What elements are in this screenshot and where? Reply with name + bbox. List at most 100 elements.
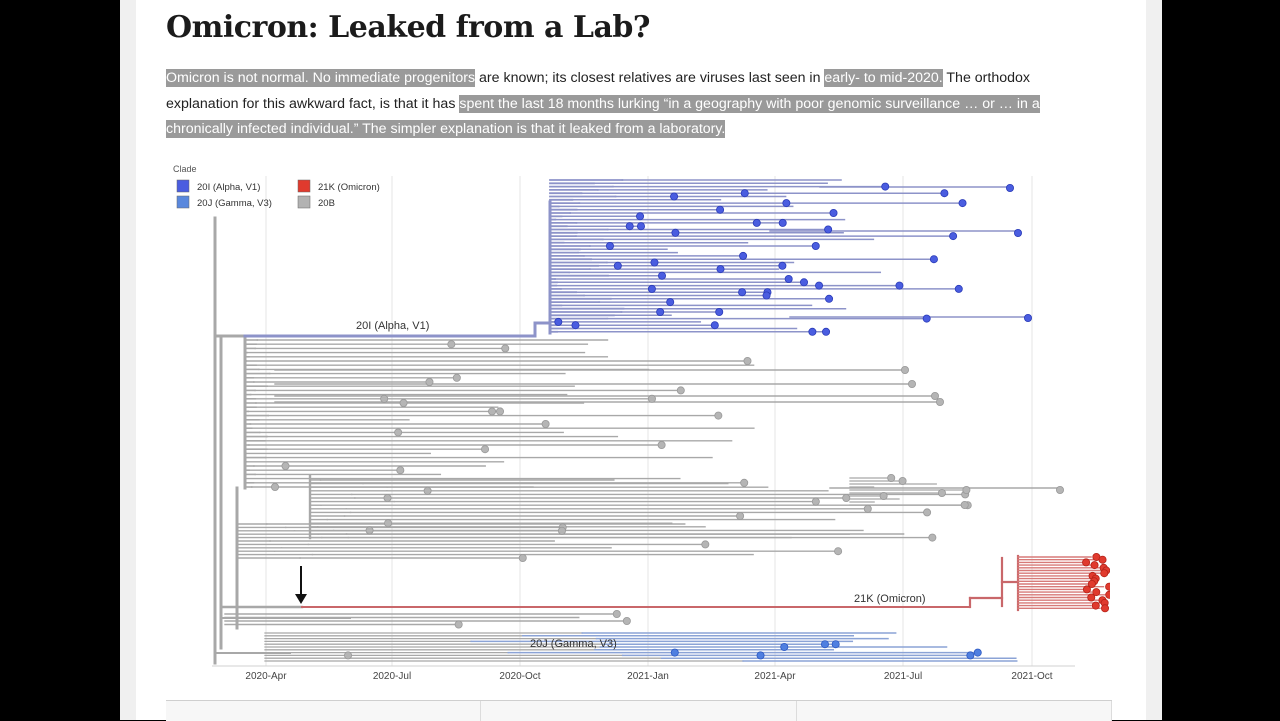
tip-node <box>962 485 971 494</box>
tip-node <box>666 298 675 307</box>
tip-node <box>571 321 580 330</box>
article-paragraph: Omicron is not normal. No immediate prog… <box>166 66 1076 143</box>
omicron-tip-node <box>1087 579 1096 588</box>
tip-node <box>1014 229 1023 238</box>
tip-node <box>647 284 656 293</box>
gamma-tip-node <box>780 642 789 651</box>
highlighted-text: early- to mid-2020. <box>824 69 943 87</box>
tip-node <box>881 182 890 191</box>
tree-tips <box>271 182 1110 660</box>
tip-node <box>716 205 725 214</box>
tip-node <box>715 307 724 316</box>
tip-node <box>887 473 896 482</box>
table-cell <box>481 701 797 721</box>
clade-label: 20I (Alpha, V1) <box>356 320 429 332</box>
tip-node <box>488 407 497 416</box>
tip-node <box>808 327 817 336</box>
tip-node <box>738 288 747 297</box>
tip-node <box>923 508 932 517</box>
tip-node <box>815 281 824 290</box>
tip-node <box>554 317 563 326</box>
tip-node <box>622 616 631 625</box>
tip-node <box>658 271 667 280</box>
tip-node <box>940 189 949 198</box>
omicron-tip-node <box>1090 561 1099 570</box>
gamma-tip-node <box>670 648 679 657</box>
legend-swatch <box>176 179 190 193</box>
bottom-table-header <box>166 700 1112 721</box>
clade-label: 20J (Gamma, V3) <box>530 638 617 650</box>
tip-node <box>716 265 725 274</box>
legend-swatch <box>297 195 311 209</box>
tip-node <box>281 461 290 470</box>
legend-title: Clade <box>173 164 197 174</box>
tip-node <box>829 209 838 218</box>
omicron-tip-node <box>1105 582 1110 591</box>
tip-node <box>834 547 843 556</box>
tip-node <box>647 394 656 403</box>
table-cell <box>797 701 1112 721</box>
tip-node <box>825 294 834 303</box>
tip-node <box>496 407 505 416</box>
tip-node <box>447 340 456 349</box>
tip-node <box>671 228 680 237</box>
tip-node <box>557 526 566 535</box>
tip-node <box>650 258 659 267</box>
tree-branches <box>213 179 1106 665</box>
tip-node <box>811 242 820 251</box>
tip-node <box>670 192 679 201</box>
omicron-tip-node <box>1091 601 1100 610</box>
chart-grid <box>212 176 1075 667</box>
tip-node <box>784 275 793 284</box>
chart-annotations: 20I (Alpha, V1) 21K (Omicron) 20J (Gamma, … <box>295 320 926 650</box>
tip-node <box>1056 485 1065 494</box>
legend-label: 20I (Alpha, V1) <box>197 182 260 193</box>
tip-node <box>452 373 461 382</box>
tip-node <box>960 500 969 509</box>
tip-node <box>824 225 833 234</box>
gamma-tip-node <box>820 640 829 649</box>
gamma-tip-node <box>966 651 975 660</box>
tip-node <box>501 344 510 353</box>
tip-node <box>423 486 432 495</box>
arrow-head-icon <box>295 594 307 604</box>
tip-node <box>936 397 945 406</box>
tip-node <box>822 327 831 336</box>
legend-swatch <box>297 179 311 193</box>
gamma-tip-node <box>973 648 982 657</box>
tip-node <box>898 476 907 485</box>
tip-node <box>384 519 393 528</box>
tip-node <box>541 419 550 428</box>
tip-node <box>937 488 946 497</box>
tip-node <box>863 504 872 513</box>
paragraph-text: are known; its closest relatives are vir… <box>475 70 825 86</box>
tip-node <box>752 218 761 227</box>
x-tick-label: 2020-Oct <box>499 671 540 682</box>
omicron-tip-node <box>1082 558 1091 567</box>
x-tick-label: 2021-Jul <box>884 671 922 682</box>
highlighted-text: Omicron is not normal. No immediate prog… <box>166 69 476 87</box>
tip-node <box>954 284 963 293</box>
tip-node <box>518 553 527 562</box>
tip-node <box>949 232 958 241</box>
clade-label: 21K (Omicron) <box>854 593 926 605</box>
tip-node <box>740 189 749 198</box>
tip-node <box>922 314 931 323</box>
tip-node <box>701 540 710 549</box>
omicron-tip-node <box>1098 555 1107 564</box>
tip-node <box>879 491 888 500</box>
x-tick-label: 2021-Apr <box>754 671 796 682</box>
tip-node <box>743 356 752 365</box>
tip-node <box>714 411 723 420</box>
article-title: Omicron: Leaked from a Lab? <box>166 10 650 45</box>
tip-node <box>394 428 403 437</box>
tip-node <box>739 251 748 260</box>
omicron-tip-node <box>1100 569 1109 578</box>
x-tick-label: 2021-Oct <box>1011 671 1052 682</box>
legend-swatch <box>176 195 190 209</box>
tip-node <box>799 278 808 287</box>
tip-node <box>605 242 614 251</box>
gamma-tip-node <box>831 640 840 649</box>
tip-node <box>271 482 280 491</box>
